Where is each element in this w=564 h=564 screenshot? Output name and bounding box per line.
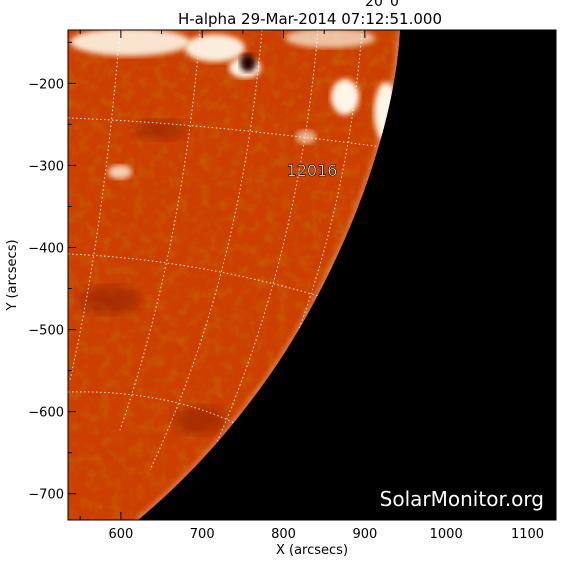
x-tick-label: 700 bbox=[190, 527, 215, 542]
lat-line-2 bbox=[68, 253, 333, 301]
x-axis-ticks: 600 700 800 900 1000 1100 bbox=[79, 30, 544, 542]
x-tick-label: 1000 bbox=[430, 527, 463, 542]
limb-rim bbox=[136, 30, 400, 520]
lon-line-2 bbox=[119, 30, 201, 431]
x-axis-label: X (arcsecs) bbox=[276, 543, 348, 558]
y-tick-label: −300 bbox=[28, 159, 64, 174]
x-tick-label: 800 bbox=[271, 527, 296, 542]
active-region-label: 12016 bbox=[287, 161, 338, 180]
heliographic-grid bbox=[68, 30, 391, 501]
y-tick-label: −500 bbox=[28, 324, 64, 339]
lat-line-3 bbox=[68, 391, 239, 426]
x-tick-label: 600 bbox=[108, 527, 133, 542]
dark-features bbox=[80, 120, 226, 434]
plage-right-1 bbox=[331, 79, 359, 115]
lon-line-4 bbox=[189, 30, 319, 501]
plage-top-right bbox=[285, 30, 375, 48]
y-axis-ticks: −200 −300 −400 −500 −600 −700 bbox=[28, 41, 556, 503]
solarmonitor-watermark: SolarMonitor.org bbox=[380, 487, 544, 511]
y-tick-label: −700 bbox=[28, 488, 64, 503]
y-tick-label: −600 bbox=[28, 406, 64, 421]
y-tick-label: −200 bbox=[28, 77, 64, 92]
lon-line-5 bbox=[259, 30, 363, 421]
dark-patch-2 bbox=[80, 286, 140, 314]
plot-title: H-alpha 29-Mar-2014 07:12:51.000 bbox=[178, 10, 442, 28]
dark-patch-1 bbox=[134, 120, 186, 140]
plage-top-left bbox=[70, 30, 190, 56]
x-tick-label: 900 bbox=[352, 527, 377, 542]
lon-line-1 bbox=[69, 30, 121, 381]
plot-frame bbox=[67, 29, 557, 521]
sunspot-dark bbox=[240, 54, 256, 72]
top-partial-label: 20°0 bbox=[365, 0, 399, 10]
plage-small-2 bbox=[296, 130, 316, 144]
dark-patch-3 bbox=[174, 406, 226, 434]
y-axis-label: Y (arcsecs) bbox=[5, 239, 20, 311]
x-tick-label: 1100 bbox=[511, 527, 544, 542]
y-tick-label: −400 bbox=[28, 242, 64, 257]
plot-area: 12016 SolarMonitor.org bbox=[68, 30, 556, 520]
plage-small-1 bbox=[108, 165, 132, 179]
plage-top-center bbox=[185, 34, 245, 62]
